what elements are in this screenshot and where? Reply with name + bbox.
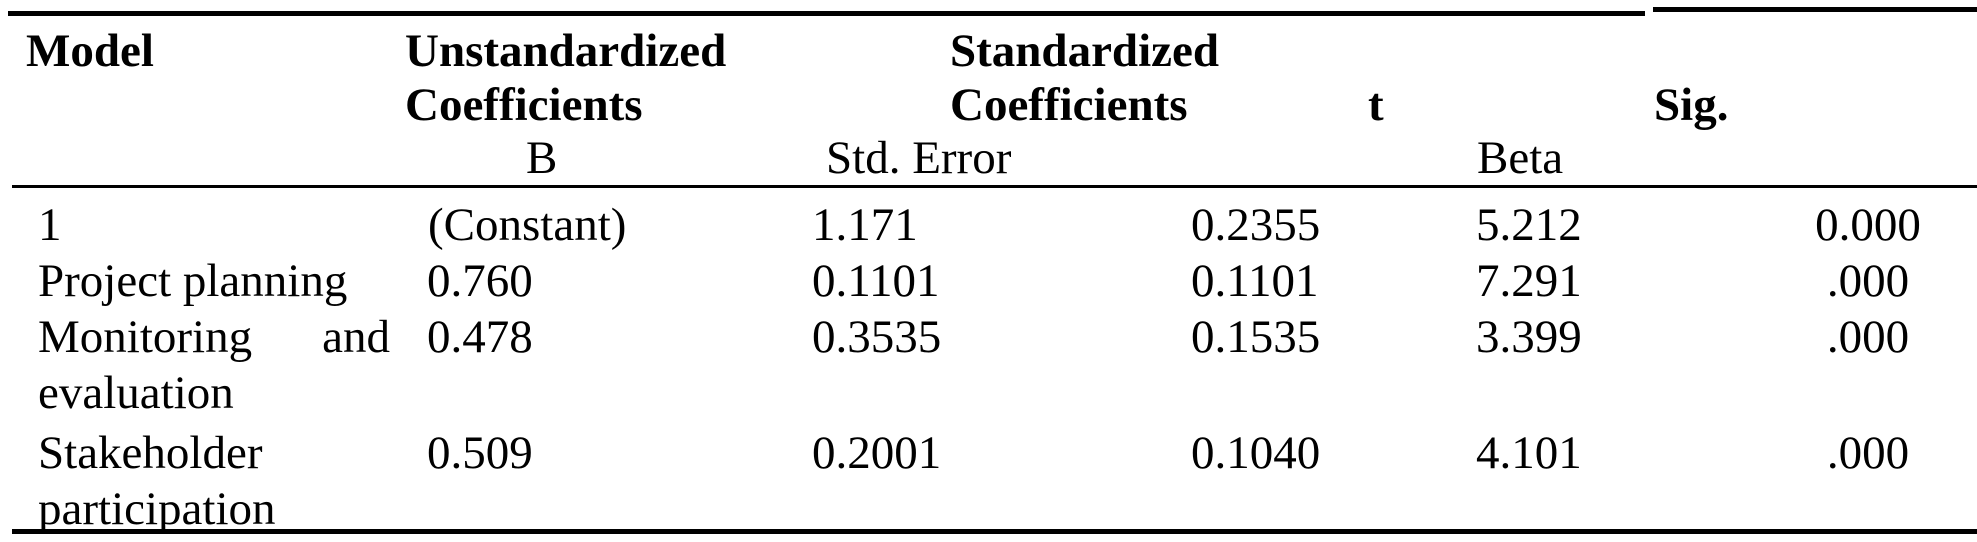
col-subheader-beta: Beta bbox=[1477, 132, 1564, 184]
row4-beta-cell: 0.1040 bbox=[1191, 427, 1321, 479]
row1-beta-cell: 0.2355 bbox=[1191, 199, 1321, 251]
row2-t-cell: 7.291 bbox=[1476, 255, 1582, 307]
row3-beta-cell: 0.1535 bbox=[1191, 311, 1321, 363]
row2-std-error-cell: 0.1101 bbox=[812, 255, 940, 307]
table-top-rule-left-segment bbox=[8, 11, 1645, 16]
row4-model-cell: Stakeholder participation bbox=[38, 427, 276, 535]
row2-b-cell: 0.760 bbox=[427, 255, 533, 307]
row1-model-cell: 1 bbox=[38, 199, 62, 251]
row3-t-cell: 3.399 bbox=[1476, 311, 1582, 363]
table-header-rule bbox=[12, 185, 1977, 188]
row3-model-cell: Monitoring and evaluation bbox=[38, 311, 390, 419]
col-header-sig: Sig. bbox=[1654, 79, 1729, 131]
row1-std-error-cell: 1.171 bbox=[812, 199, 918, 251]
col-header-t: t bbox=[1368, 79, 1384, 131]
row1-sig-cell: 0.000 bbox=[1815, 199, 1921, 251]
row3-b-cell: 0.478 bbox=[427, 311, 533, 363]
col-subheader-std-error: Std. Error bbox=[826, 132, 1012, 184]
col-header-standardized-coefficients: Standardized Coefficients bbox=[950, 25, 1219, 131]
row3-sig-cell: .000 bbox=[1826, 311, 1910, 363]
row2-beta-cell: 0.1101 bbox=[1191, 255, 1319, 307]
row4-sig-cell: .000 bbox=[1826, 427, 1910, 479]
row3-std-error-cell: 0.3535 bbox=[812, 311, 942, 363]
row1-b-cell: (Constant) bbox=[428, 199, 627, 251]
table-bottom-rule bbox=[12, 529, 1977, 534]
row2-model-cell: Project planning bbox=[38, 255, 348, 307]
row2-sig-cell: .000 bbox=[1826, 255, 1910, 307]
row4-b-cell: 0.509 bbox=[427, 427, 533, 479]
row4-std-error-cell: 0.2001 bbox=[812, 427, 942, 479]
col-header-unstandardized-coefficients: Unstandardized Coefficients bbox=[405, 25, 727, 131]
table-top-rule-right-segment bbox=[1653, 7, 1977, 12]
col-subheader-b: B bbox=[526, 132, 558, 184]
row1-t-cell: 5.212 bbox=[1476, 199, 1582, 251]
row4-t-cell: 4.101 bbox=[1476, 427, 1582, 479]
col-header-model: Model bbox=[26, 25, 154, 77]
